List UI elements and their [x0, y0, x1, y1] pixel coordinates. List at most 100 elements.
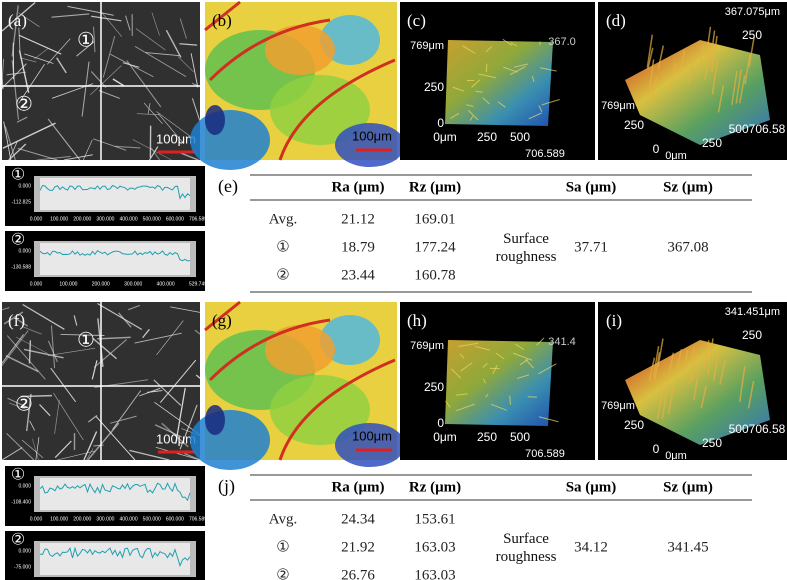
- table-cell: 24.34: [341, 511, 375, 527]
- height-region: [205, 105, 225, 135]
- axis-label: 500706.58: [729, 122, 786, 136]
- axis-label: 0: [437, 416, 444, 430]
- texture: [486, 64, 487, 72]
- axis-label: 250: [477, 130, 497, 144]
- table-header: Sa (μm): [566, 479, 617, 495]
- axis-label: 341.451μm: [725, 306, 780, 318]
- surface: [445, 340, 553, 426]
- axis-label: 0: [653, 442, 660, 456]
- table-cell: 21.12: [341, 211, 375, 227]
- height-region: [190, 410, 270, 470]
- region-marker: ①: [77, 330, 95, 352]
- table-cell: 341.45: [667, 539, 708, 555]
- surface-roughness-label: Surface roughness: [480, 230, 572, 266]
- profile-marker: ①: [11, 167, 25, 184]
- axis-label: 250: [424, 80, 444, 94]
- axis-label: 769μm: [601, 400, 635, 412]
- region-marker: ②: [15, 94, 33, 116]
- axis-label: 500: [510, 130, 530, 144]
- axis-label: 769μm: [601, 100, 635, 112]
- surface-roughness-cell: Surface roughness: [480, 530, 572, 570]
- profile-x-label: 400.000: [157, 281, 175, 287]
- panel-label: (j): [218, 476, 235, 497]
- axis-label: 769μm: [410, 40, 444, 52]
- axis-label: 250: [742, 28, 762, 42]
- table-cell: 153.61: [414, 511, 455, 527]
- profile-x-label: 200.000: [92, 281, 110, 287]
- table-cell: 26.76: [341, 567, 375, 580]
- profile-marker: ②: [11, 532, 25, 549]
- profile-x-label: 100.000: [50, 216, 68, 222]
- axis-label: 367.075μm: [725, 6, 780, 18]
- profile-y-label: -75.000: [14, 564, 31, 570]
- profile-plot-inner: [40, 543, 190, 575]
- axis-label: 250: [702, 436, 722, 450]
- profile-x-label: 600.000: [166, 216, 184, 222]
- axis-label: 250: [624, 418, 644, 432]
- profile-y-label: 0.000: [18, 183, 31, 189]
- table-header: Sz (μm): [663, 179, 713, 195]
- table-cell: 34.12: [574, 539, 608, 555]
- axis-label: 0: [653, 142, 660, 156]
- profile-plot-inner: [40, 178, 190, 210]
- table-cell: 23.44: [341, 267, 375, 283]
- axis-label: 250: [742, 328, 762, 342]
- profile-marker: ②: [11, 232, 25, 249]
- profile-x-label: 500.000: [143, 516, 161, 522]
- panel-label: (h): [407, 311, 427, 330]
- height-region: [265, 25, 335, 75]
- profile-x-label: 500.000: [143, 216, 161, 222]
- axis-label: 706.589: [525, 148, 565, 160]
- fiber: [29, 340, 30, 363]
- texture: [540, 41, 541, 45]
- table-cell: 163.03: [414, 539, 455, 555]
- height-region: [265, 325, 335, 375]
- axis-label: 250: [702, 136, 722, 150]
- table-header: Sz (μm): [663, 479, 713, 495]
- profile-x-label: 200.000: [73, 216, 91, 222]
- table-header: Sa (μm): [566, 179, 617, 195]
- axis-label: 0μm: [665, 150, 687, 162]
- surface-roughness-label: Surface roughness: [480, 530, 572, 566]
- profile-x-label: 529.749: [189, 281, 207, 287]
- panel-label: (e): [218, 176, 238, 197]
- profile-y-label: -108.400: [11, 499, 31, 505]
- table-header: Ra (μm): [331, 479, 384, 495]
- table-cell: 160.78: [414, 267, 455, 283]
- axis-label: 367.0: [548, 36, 576, 48]
- profile-x-label: 706.589: [189, 516, 207, 522]
- region-marker: ①: [77, 30, 95, 52]
- profile-x-label: 300.000: [124, 281, 142, 287]
- table-cell: ②: [276, 267, 289, 283]
- panel-label: (f): [8, 311, 25, 330]
- profile-x-label: 200.000: [73, 516, 91, 522]
- table-header: Rz (μm): [409, 179, 461, 195]
- table-cell: 163.03: [414, 567, 455, 580]
- scale-bar-label: 100μm: [352, 128, 392, 143]
- surface-roughness-cell: Surface roughness: [480, 230, 572, 270]
- panel-label: (i): [606, 311, 622, 330]
- table-header: Rz (μm): [409, 479, 461, 495]
- profile-plot-inner: [40, 243, 190, 275]
- table-cell: ①: [276, 239, 289, 255]
- table-cell: Avg.: [269, 211, 297, 227]
- height-region: [205, 405, 225, 435]
- table-cell: 18.79: [341, 239, 375, 255]
- table-cell: ①: [276, 539, 289, 555]
- table-cell: 367.08: [667, 239, 708, 255]
- table-cell: 37.71: [574, 239, 608, 255]
- height-region: [190, 110, 270, 170]
- axis-label: 706.589: [525, 448, 565, 460]
- profile-x-label: 706.589: [189, 216, 207, 222]
- profile-marker: ①: [11, 467, 25, 484]
- profile-x-label: 100.000: [50, 516, 68, 522]
- axis-label: 0: [437, 116, 444, 130]
- profile-x-label: 400.000: [120, 516, 138, 522]
- panel-label: (d): [606, 11, 626, 30]
- profile-x-label: 300.000: [96, 516, 114, 522]
- panel-label: (c): [407, 11, 426, 30]
- profile-y-label: -112.825: [12, 199, 32, 205]
- axis-label: 769μm: [410, 340, 444, 352]
- profile-x-label: 600.000: [166, 516, 184, 522]
- axis-label: 250: [424, 380, 444, 394]
